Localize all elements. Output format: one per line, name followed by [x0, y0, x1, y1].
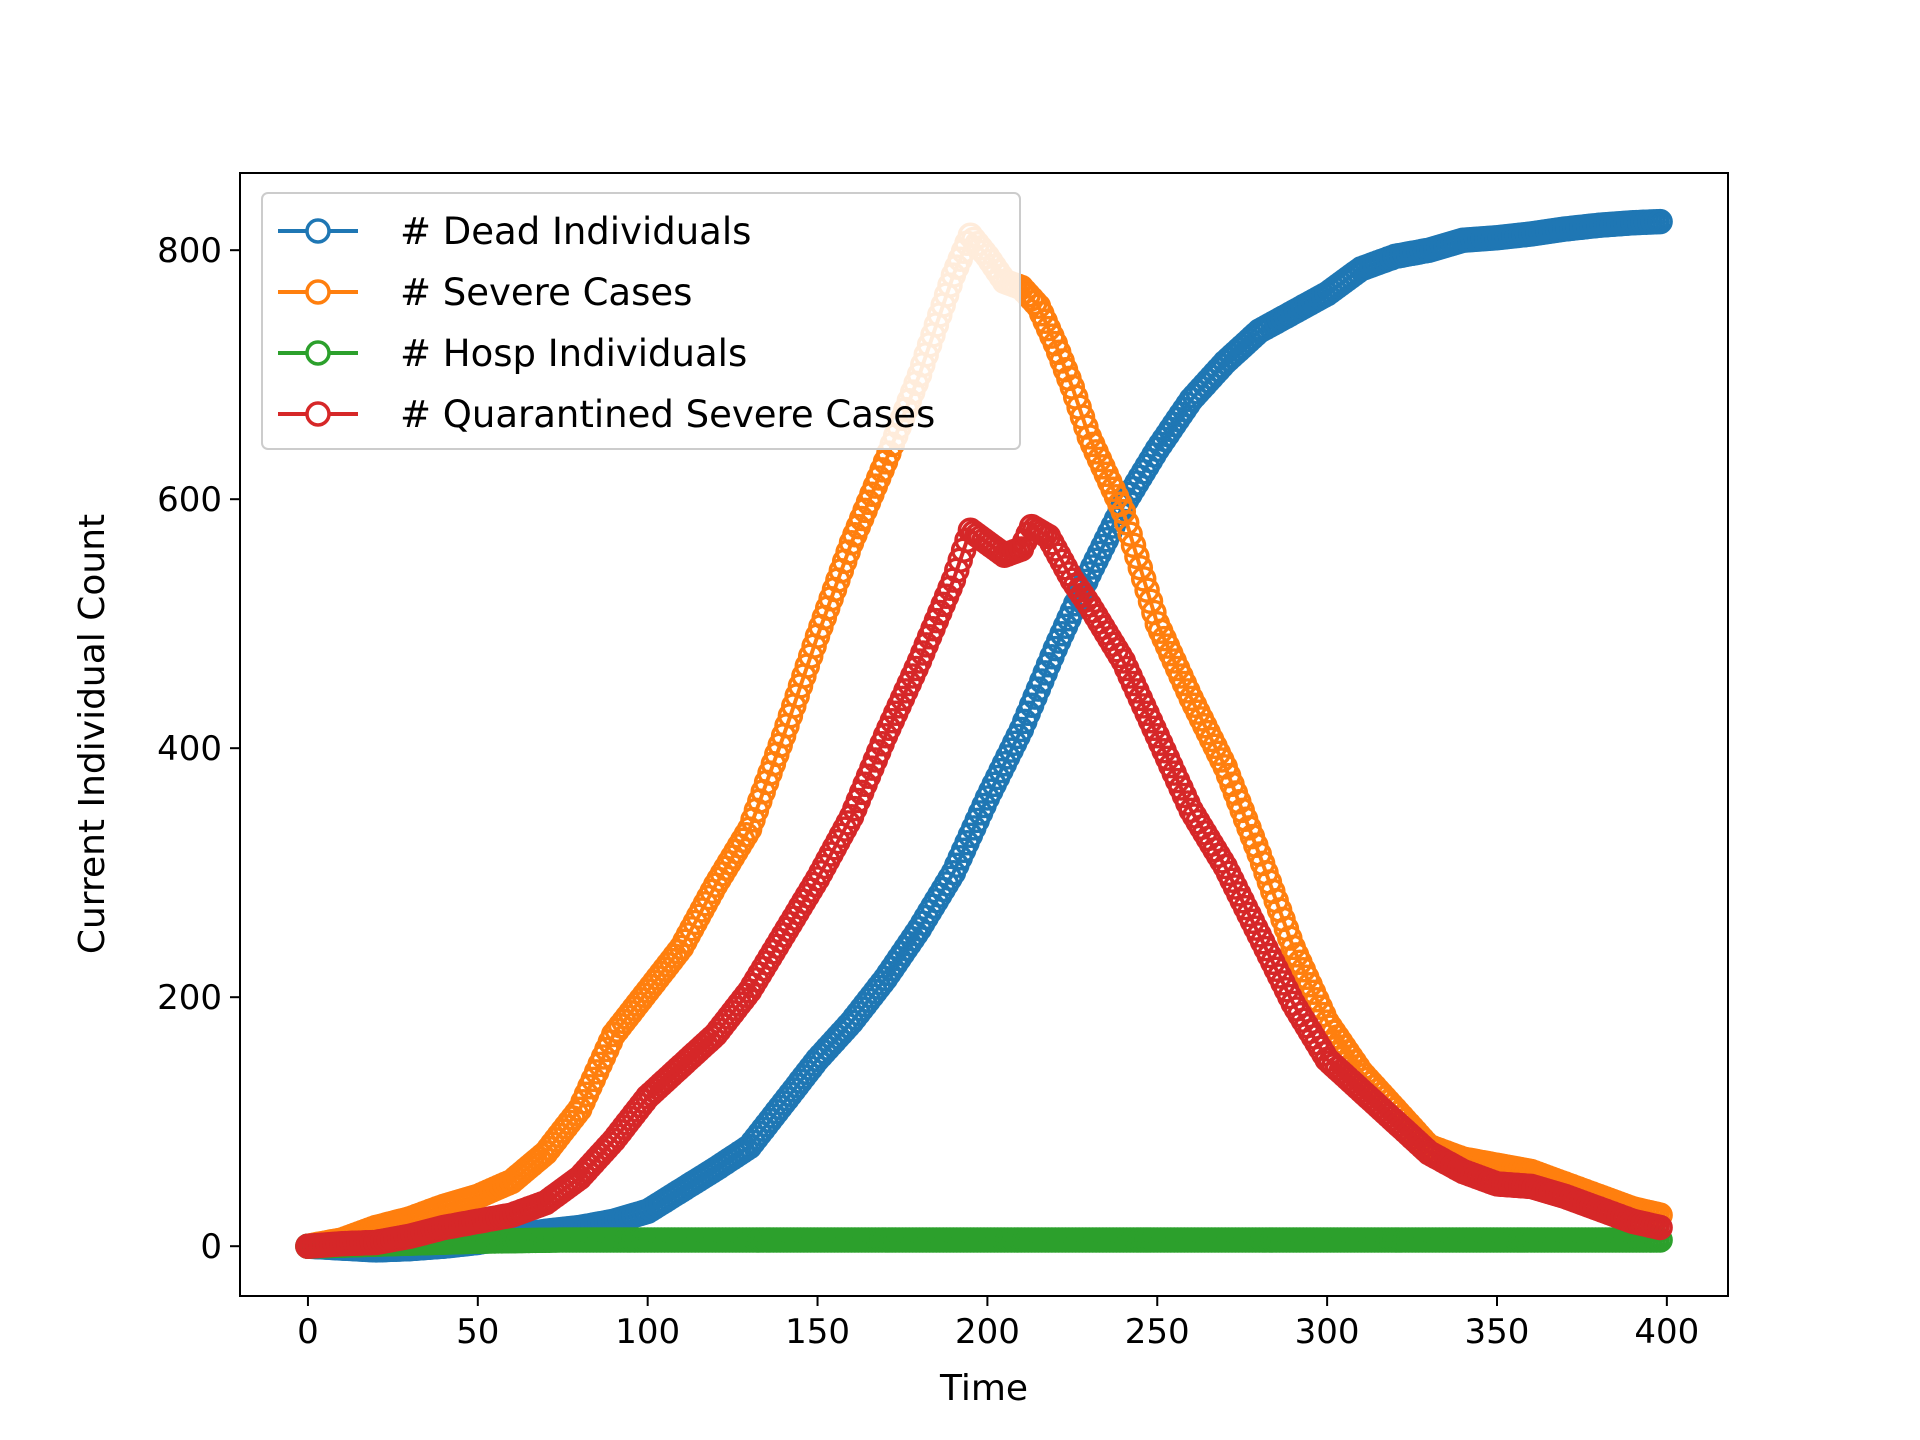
y-tick-label: 200: [157, 978, 222, 1018]
x-tick-label: 150: [785, 1312, 850, 1352]
y-axis-label: Current Individual Count: [72, 514, 113, 954]
data-point: [1120, 532, 1147, 559]
legend-box: [261, 192, 1021, 450]
data-point: [1130, 566, 1157, 592]
legend: # Dead Individuals # Severe Cases # Hosp I…: [261, 192, 1021, 450]
y-tick-label: 800: [157, 231, 222, 271]
y-tick-label: 600: [157, 480, 222, 520]
y-axis-ticks: 0 200 400 600 800: [157, 231, 240, 1267]
plot-frame: [239, 172, 1729, 1297]
x-tick-label: 300: [1295, 1312, 1360, 1352]
data-point: [1134, 577, 1160, 603]
legend-entry-dead-individuals: # Dead Individuals: [278, 210, 751, 253]
x-tick-label: 0: [297, 1312, 319, 1352]
legend-entry-quarantined-severe-cases: # Quarantined Severe Cases: [278, 393, 935, 436]
x-tick-label: 350: [1465, 1312, 1530, 1352]
x-axis-ticks: 0 50 100 150 200 250 300 350 400: [297, 1296, 1699, 1352]
data-point: [1113, 510, 1140, 536]
legend-label: # Severe Cases: [400, 271, 692, 314]
x-axis-label: Time: [939, 1368, 1028, 1409]
data-point: [1127, 554, 1154, 581]
x-tick-label: 250: [1125, 1312, 1190, 1352]
legend-marker: [305, 218, 331, 244]
legend-marker: [305, 401, 331, 427]
legend-label: # Hosp Individuals: [400, 332, 747, 375]
data-point: [1137, 588, 1164, 615]
data-point: [1110, 498, 1137, 525]
series-layer: [295, 208, 1673, 1263]
data-point: [1647, 1214, 1673, 1241]
legend-entry-severe-cases: # Severe Cases: [278, 271, 692, 314]
legend-label: # Dead Individuals: [400, 210, 751, 253]
x-tick-label: 50: [456, 1312, 499, 1352]
data-point: [1647, 208, 1673, 235]
series-dead-individuals: [295, 208, 1673, 1263]
data-point: [1124, 543, 1150, 570]
x-tick-label: 400: [1634, 1312, 1699, 1352]
legend-entry-hosp-individuals: # Hosp Individuals: [278, 332, 747, 375]
x-tick-label: 200: [955, 1312, 1020, 1352]
legend-marker: [305, 279, 331, 305]
series-quarantined-severe-cases: [295, 513, 1673, 1259]
legend-label: # Quarantined Severe Cases: [400, 393, 935, 436]
y-tick-label: 400: [157, 729, 222, 769]
legend-entries: # Dead Individuals # Severe Cases # Hosp I…: [278, 210, 935, 436]
legend-marker: [305, 340, 331, 366]
series-hosp-individuals: [295, 1227, 1673, 1259]
data-point: [1117, 521, 1143, 547]
y-tick-label: 0: [200, 1227, 222, 1267]
x-tick-label: 100: [615, 1312, 680, 1352]
